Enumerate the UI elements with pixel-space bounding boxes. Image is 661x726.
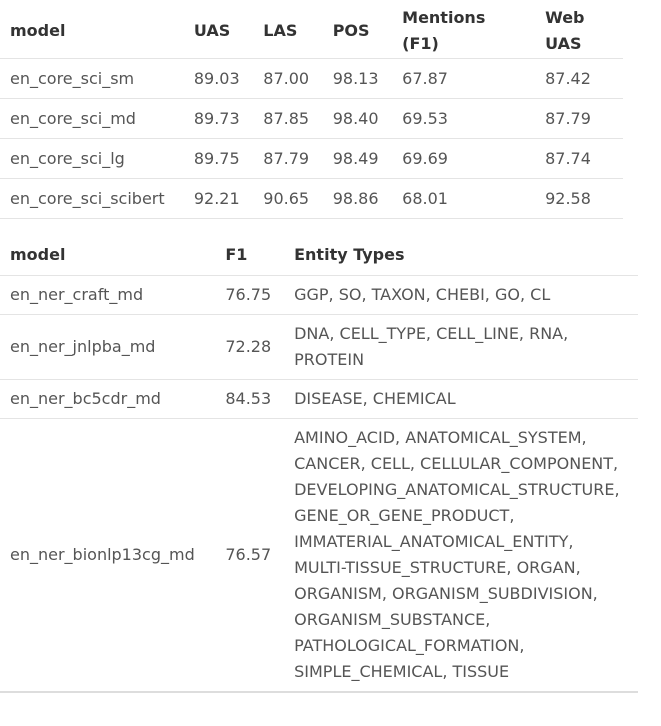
mentions-f1-cell: 69.53 xyxy=(392,98,536,139)
column-header-las: LAS xyxy=(263,21,298,40)
column-header-entity-types: Entity Types xyxy=(294,245,405,264)
model-cell: en_ner_jnlpba_md xyxy=(0,314,216,380)
web-uas-cell: 87.42 xyxy=(535,58,623,99)
ner-models-table: model F1 Entity Types en_ner_craft_md 76… xyxy=(0,235,638,693)
pos-cell: 98.40 xyxy=(322,98,393,139)
f1-cell: 76.57 xyxy=(215,418,285,693)
pos-cell: 98.13 xyxy=(322,58,393,99)
table-row: en_core_sci_md 89.73 87.85 98.40 69.53 8… xyxy=(0,98,623,139)
f1-cell: 76.75 xyxy=(215,275,285,315)
uas-cell: 89.75 xyxy=(183,138,254,179)
pos-cell: 98.49 xyxy=(322,138,393,179)
column-header-f1: F1 xyxy=(225,245,248,264)
uas-cell: 89.03 xyxy=(183,58,254,99)
model-cell: en_core_sci_scibert xyxy=(0,178,184,219)
entity-types-cell: DISEASE, CHEMICAL xyxy=(284,379,638,419)
pos-cell: 98.86 xyxy=(322,178,393,219)
mentions-f1-cell: 68.01 xyxy=(392,178,536,219)
web-uas-cell: 87.79 xyxy=(535,98,623,139)
column-header-model: model xyxy=(10,245,66,264)
model-performance-table: model UAS LAS POS Mentions (F1) Web UAS … xyxy=(0,4,623,219)
las-cell: 87.00 xyxy=(253,58,323,99)
table-row: en_ner_jnlpba_md 72.28 DNA, CELL_TYPE, C… xyxy=(0,314,638,380)
f1-cell: 72.28 xyxy=(215,314,285,380)
entity-types-cell: GGP, SO, TAXON, CHEBI, GO, CL xyxy=(284,275,638,315)
entity-types-cell: DNA, CELL_TYPE, CELL_LINE, RNA, PROTEIN xyxy=(284,314,638,380)
las-cell: 87.85 xyxy=(253,98,323,139)
column-header-pos: POS xyxy=(332,21,370,40)
table-row: en_core_sci_sm 89.03 87.00 98.13 67.87 8… xyxy=(0,58,623,99)
entity-types-cell: AMINO_ACID, ANATOMICAL_SYSTEM, CANCER, C… xyxy=(284,418,638,693)
f1-cell: 84.53 xyxy=(215,379,285,419)
mentions-f1-cell: 67.87 xyxy=(392,58,536,99)
model-cell: en_ner_craft_md xyxy=(0,275,216,315)
model-cell: en_ner_bc5cdr_md xyxy=(0,379,216,419)
model-cell: en_core_sci_md xyxy=(0,98,184,139)
model-cell: en_ner_bionlp13cg_md xyxy=(0,418,216,693)
model-cell: en_core_sci_sm xyxy=(0,58,184,99)
web-uas-cell: 87.74 xyxy=(535,138,623,179)
column-header-mentions-f1: Mentions (F1) xyxy=(402,8,486,53)
column-header-uas: UAS xyxy=(193,21,231,40)
column-header-model: model xyxy=(10,21,66,40)
table-row: en_ner_craft_md 76.75 GGP, SO, TAXON, CH… xyxy=(0,275,638,315)
uas-cell: 89.73 xyxy=(183,98,254,139)
table-row: en_ner_bc5cdr_md 84.53 DISEASE, CHEMICAL xyxy=(0,379,638,419)
uas-cell: 92.21 xyxy=(183,178,254,219)
las-cell: 90.65 xyxy=(253,178,323,219)
model-cell: en_core_sci_lg xyxy=(0,138,184,179)
table-header-row: model UAS LAS POS Mentions (F1) Web UAS xyxy=(0,4,623,59)
table-row: en_ner_bionlp13cg_md 76.57 AMINO_ACID, A… xyxy=(0,418,638,693)
las-cell: 87.79 xyxy=(253,138,323,179)
web-uas-cell: 92.58 xyxy=(535,178,623,219)
table-header-row: model F1 Entity Types xyxy=(0,235,638,276)
table-row: en_core_sci_scibert 92.21 90.65 98.86 68… xyxy=(0,178,623,219)
mentions-f1-cell: 69.69 xyxy=(392,138,536,179)
column-header-web-uas: Web UAS xyxy=(545,8,585,53)
table-row: en_core_sci_lg 89.75 87.79 98.49 69.69 8… xyxy=(0,138,623,179)
